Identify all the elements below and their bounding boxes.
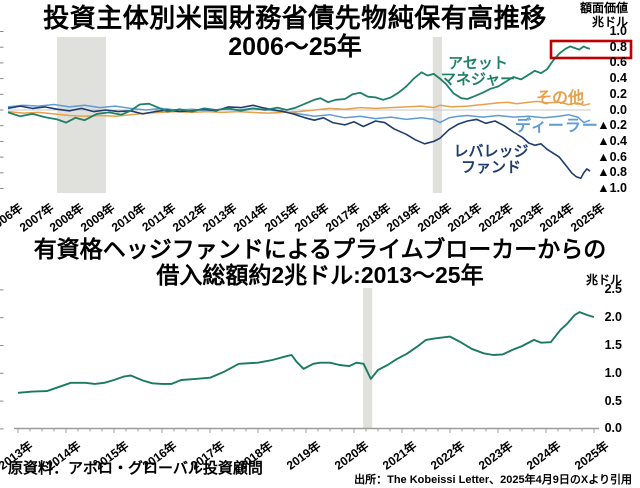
bottom-recession-band	[363, 288, 373, 429]
bottom-chart-title-line2: 借入総額約2兆ドル:2013〜25年	[156, 262, 484, 288]
legend-others: その他	[536, 90, 585, 107]
top-chart-title-line1: 投資主体別米国財務省債先物純保有高推移	[43, 3, 547, 33]
y-tick-label: 0.5	[604, 393, 622, 408]
top-chart-title-line2: 2006〜25年	[228, 33, 362, 61]
legend-leveraged-fund-line1: レバレッジ	[453, 143, 529, 160]
y-tick-label: 0.4	[609, 71, 627, 86]
y-tick-label: ▲0.2	[597, 118, 627, 133]
dealer-line	[7, 103, 591, 124]
legend-asset-manager-line1: アセット	[448, 55, 508, 72]
y-tick-label: ▲0.6	[597, 149, 627, 164]
top-y-axis-unit-line2: 兆ドル	[591, 15, 628, 29]
y-tick-label: 0.0	[604, 421, 622, 436]
bottom-chart-title-line1: 有資格ヘッジファンドによるプライムブローカーからの	[33, 236, 607, 262]
top-y-axis-unit-line1: 額面価値	[579, 1, 628, 15]
bottom-y-axis-unit: 兆ドル	[585, 273, 622, 287]
recession-band	[363, 288, 373, 429]
y-tick-label: ▲0.8	[597, 165, 627, 180]
highlight-box	[549, 39, 633, 60]
bottom-left-axis-ticks	[0, 289, 4, 430]
y-tick-label: 1.0	[604, 365, 622, 380]
legend-leveraged-fund-line2: ファンド	[460, 159, 521, 176]
legend-dealer: ディーラー	[515, 118, 599, 135]
y-tick-label: 1.0	[609, 24, 627, 38]
bottom-axis-ticks	[17, 428, 595, 433]
top-left-axis-ticks	[0, 31, 4, 189]
legend-asset-manager-line2: マネジャー	[440, 71, 516, 88]
others-line	[7, 100, 591, 118]
source-note-right: 出所：The Kobeissi Letter、2025年4月9日のXより引用	[354, 474, 632, 486]
leveraged-fund-line	[7, 104, 591, 180]
legend-asset-manager: アセット マネジャー	[440, 56, 516, 88]
top-series-lines	[7, 45, 591, 180]
recession-band	[432, 37, 442, 193]
asset-manager-line	[7, 45, 591, 124]
y-tick-label: 0.8	[609, 39, 627, 54]
y-tick-label: 1.5	[604, 338, 622, 352]
y-tick-label: 0.0	[609, 102, 627, 117]
y-tick-label: 0.2	[609, 86, 627, 101]
source-note-left: 原資料：アポロ・グローバル投資顧問	[8, 460, 263, 477]
y-tick-label: ▲0.4	[597, 133, 627, 148]
legend-leveraged-fund: レバレッジ ファンド	[448, 144, 534, 176]
borrowing-line	[17, 311, 595, 394]
top-y-axis-unit: 額面価値 兆ドル	[548, 1, 628, 29]
y-tick-label: 0.6	[609, 55, 627, 70]
y-tick-label: 2.5	[604, 282, 622, 297]
y-tick-label: 2.0	[604, 310, 622, 325]
y-tick-label: ▲1.0	[597, 181, 627, 195]
